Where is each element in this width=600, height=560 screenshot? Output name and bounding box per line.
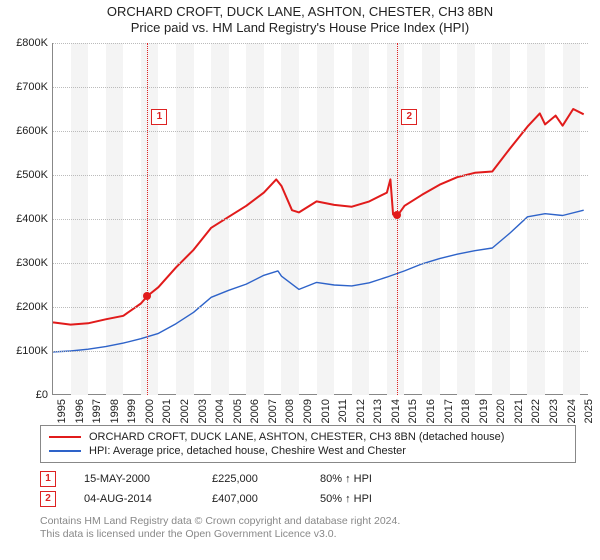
y-axis-label: £100K [8, 345, 48, 357]
sale-pct-2: 50% ↑ HPI [320, 493, 410, 505]
legend-swatch-hpi [49, 450, 81, 452]
sales-table: 1 15-MAY-2000 £225,000 80% ↑ HPI 2 04-AU… [40, 469, 576, 509]
y-axis-label: £400K [8, 213, 48, 225]
footer: Contains HM Land Registry data © Crown c… [40, 515, 576, 541]
sale-marker-box: 1 [151, 109, 167, 125]
x-axis-label: 1995 [56, 399, 68, 423]
x-axis-label: 2022 [530, 399, 542, 423]
gridline [53, 307, 588, 308]
x-axis-label: 1999 [126, 399, 138, 423]
y-axis-label: £300K [8, 257, 48, 269]
series-property [53, 109, 584, 325]
x-axis-label: 2018 [460, 399, 472, 423]
x-axis-label: 2008 [284, 399, 296, 423]
gridline [53, 351, 588, 352]
sale-dot [143, 292, 151, 300]
x-axis-label: 2019 [478, 399, 490, 423]
series-hpi [53, 210, 584, 352]
x-axis-label: 2011 [337, 399, 349, 423]
x-axis-label: 2012 [355, 399, 367, 423]
y-axis-label: £200K [8, 301, 48, 313]
x-axis-label: 2015 [407, 399, 419, 423]
sale-date-2: 04-AUG-2014 [84, 493, 184, 505]
gridline [53, 43, 588, 44]
legend-label-hpi: HPI: Average price, detached house, Ches… [89, 445, 406, 457]
chart-title-line2: Price paid vs. HM Land Registry's House … [8, 20, 592, 36]
sale-row-1: 1 15-MAY-2000 £225,000 80% ↑ HPI [40, 469, 576, 489]
y-axis-label: £0 [8, 389, 48, 401]
x-axis-label: 2009 [302, 399, 314, 423]
plot-area: 12 [52, 43, 588, 395]
chart-area: 12 £0£100K£200K£300K£400K£500K£600K£700K… [52, 43, 588, 421]
x-axis-label: 2003 [197, 399, 209, 423]
x-axis-label: 2002 [179, 399, 191, 423]
x-axis-label: 2021 [513, 399, 525, 423]
x-axis-label: 2005 [232, 399, 244, 423]
x-axis-label: 1996 [74, 399, 86, 423]
gridline [53, 263, 588, 264]
sale-date-1: 15-MAY-2000 [84, 473, 184, 485]
sale-row-2: 2 04-AUG-2014 £407,000 50% ↑ HPI [40, 489, 576, 509]
gridline [53, 175, 588, 176]
y-axis-label: £800K [8, 37, 48, 49]
x-axis-label: 2007 [267, 399, 279, 423]
sale-marker-2: 2 [40, 491, 56, 507]
legend-row-property: ORCHARD CROFT, DUCK LANE, ASHTON, CHESTE… [49, 430, 567, 444]
chart-title-line1: ORCHARD CROFT, DUCK LANE, ASHTON, CHESTE… [8, 4, 592, 20]
x-axis-label: 1998 [109, 399, 121, 423]
sale-vline [147, 43, 148, 395]
x-axis-label: 2025 [583, 399, 595, 423]
x-axis-label: 2001 [161, 399, 173, 423]
legend: ORCHARD CROFT, DUCK LANE, ASHTON, CHESTE… [40, 425, 576, 463]
sale-marker-1: 1 [40, 471, 56, 487]
y-axis-label: £600K [8, 125, 48, 137]
x-axis-label: 2020 [495, 399, 507, 423]
sale-pct-1: 80% ↑ HPI [320, 473, 410, 485]
footer-line2: This data is licensed under the Open Gov… [40, 528, 576, 541]
x-axis-label: 2024 [566, 399, 578, 423]
sale-price-2: £407,000 [212, 493, 292, 505]
x-axis-label: 2004 [214, 399, 226, 423]
x-axis-label: 2010 [320, 399, 332, 423]
x-axis-label: 2000 [144, 399, 156, 423]
x-axis-label: 2014 [390, 399, 402, 423]
gridline [53, 219, 588, 220]
x-axis-label: 2013 [372, 399, 384, 423]
sale-marker-box: 2 [401, 109, 417, 125]
y-axis-label: £700K [8, 81, 48, 93]
x-axis-label: 1997 [91, 399, 103, 423]
sale-dot [393, 211, 401, 219]
x-axis-label: 2023 [548, 399, 560, 423]
footer-line1: Contains HM Land Registry data © Crown c… [40, 515, 576, 528]
sale-price-1: £225,000 [212, 473, 292, 485]
legend-row-hpi: HPI: Average price, detached house, Ches… [49, 444, 567, 458]
chart-container: ORCHARD CROFT, DUCK LANE, ASHTON, CHESTE… [0, 0, 600, 560]
x-axis-label: 2016 [425, 399, 437, 423]
x-axis-label: 2006 [249, 399, 261, 423]
gridline [53, 87, 588, 88]
legend-swatch-property [49, 436, 81, 438]
legend-label-property: ORCHARD CROFT, DUCK LANE, ASHTON, CHESTE… [89, 431, 504, 443]
gridline [53, 131, 588, 132]
y-axis-label: £500K [8, 169, 48, 181]
x-axis-label: 2017 [443, 399, 455, 423]
